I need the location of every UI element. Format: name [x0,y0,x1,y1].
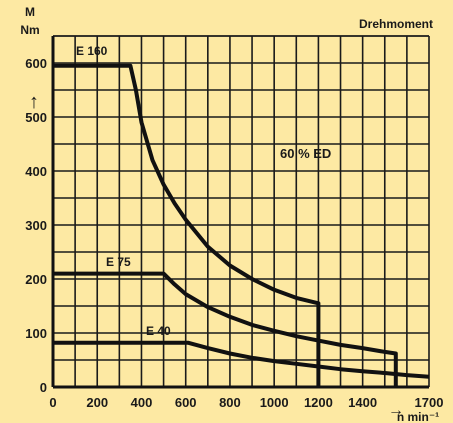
series-curves [53,63,430,387]
y-axis-symbol: M [25,5,35,19]
x-tick-label: 1200 [304,395,333,410]
grid [51,35,430,389]
x-tick-label: 600 [175,395,197,410]
x-tick-label: 800 [219,395,241,410]
y-axis-unit: Nm [20,23,39,37]
duty-cycle-annotation: 60 % ED [280,146,331,161]
series-label-e40: E 40 [146,324,171,338]
x-axis-label: n min⁻¹ [397,410,439,423]
y-tick-label: 100 [25,326,47,341]
y-axis-arrow: ↑ [29,91,39,113]
x-tick-label: 200 [86,395,108,410]
series-line-e75 [53,271,398,387]
x-axis-arrow: → [388,402,404,419]
y-tick-label: 600 [25,56,47,71]
x-tick-label: 1700 [415,395,444,410]
y-tick-label: 0 [40,380,47,395]
tick-labels: 0 200 400 600 800 1000 1200 1400 1700 0 100 200 300 4… [25,56,443,410]
y-tick-label: 200 [25,272,47,287]
series-label-e160: E 160 [76,44,108,58]
x-tick-label: 0 [49,395,56,410]
series-line-e160 [53,63,321,387]
y-tick-label: 400 [25,164,47,179]
y-tick-label: 300 [25,218,47,233]
series-line-e40 [53,340,430,379]
chart-title: Drehmoment [359,17,433,31]
y-tick-label: 500 [25,110,47,125]
x-tick-label: 1000 [260,395,289,410]
x-tick-label: 1400 [348,395,377,410]
series-label-e75: E 75 [106,255,131,269]
x-tick-label: 400 [131,395,153,410]
